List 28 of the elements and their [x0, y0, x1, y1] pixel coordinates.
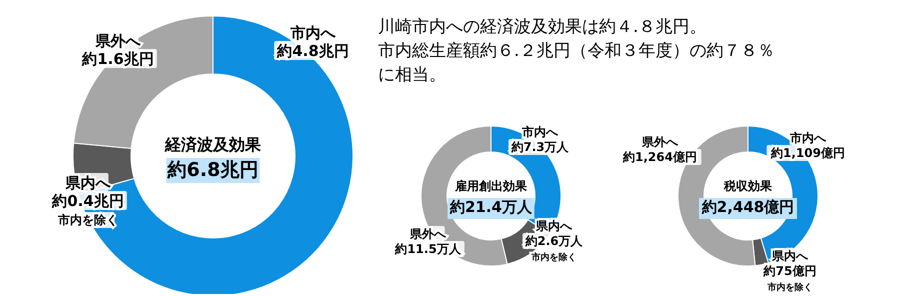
slice-label: 市内へ [789, 131, 827, 145]
slice-label: 県外へ [641, 135, 679, 149]
slice-label: 市内へ [521, 125, 559, 139]
data-label: 約1,264億円 [622, 150, 697, 164]
text: 約6.8兆円 [166, 159, 258, 181]
text: 川崎市内への経済波及効果は約４.８兆円。 [378, 17, 706, 37]
data-label: 約1,109億円 [770, 146, 845, 160]
text: 経済波及効果 [164, 135, 262, 154]
data-label: 約1.6兆円 [81, 50, 154, 68]
text: 市内を除く [58, 213, 118, 227]
text: 市内総生産額約６.２兆円（令和３年度）の約７８％に相当。 [378, 41, 774, 85]
slice-label: 市内へ [290, 24, 336, 42]
slice-label: 県内へ [535, 219, 573, 233]
data-label: 約2.6万人 [524, 234, 584, 248]
text: 市内を除く [768, 283, 812, 293]
text: 雇用創出効果 [454, 179, 528, 193]
text: 市内を除く [532, 253, 576, 263]
data-label: 約0.4兆円 [51, 192, 124, 210]
text: 約2,448億円 [700, 198, 794, 216]
data-label: 約7.3万人 [510, 140, 570, 154]
data-label: 約11.5万人 [394, 242, 462, 256]
data-label: 約4.8兆円 [276, 42, 349, 60]
slice-label: 県外へ [409, 227, 447, 241]
data-label: 約75億円 [762, 264, 816, 278]
text: 税収効果 [723, 179, 773, 193]
text: 約21.4万人 [448, 198, 533, 216]
slice-label: 県外へ [94, 32, 142, 50]
slice-label: 県内へ [64, 174, 112, 192]
